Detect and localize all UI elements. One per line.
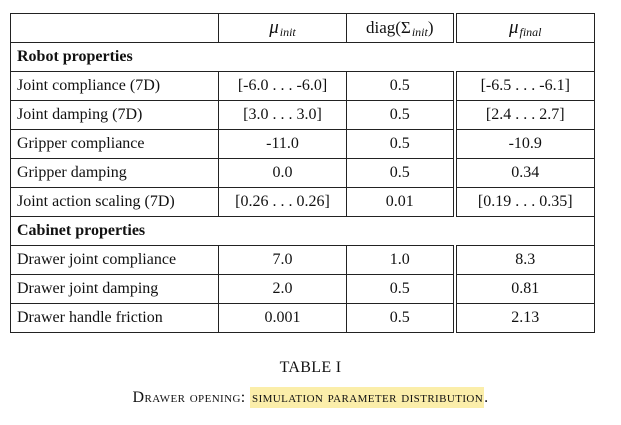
section-title: Robot properties — [10, 42, 595, 72]
table-row: Joint damping (7D) [3.0 . . . 3.0] 0.5 [… — [10, 100, 595, 130]
param-init: 7.0 — [218, 245, 347, 275]
param-name: Joint action scaling (7D) — [10, 187, 219, 217]
table-row: Drawer joint damping 2.0 0.5 0.81 — [10, 274, 595, 304]
param-name: Drawer joint compliance — [10, 245, 219, 275]
param-final: 0.81 — [452, 274, 595, 304]
param-name: Gripper compliance — [10, 129, 219, 159]
param-name: Drawer handle friction — [10, 303, 219, 333]
table-row: Drawer handle friction 0.001 0.5 2.13 — [10, 303, 595, 333]
table-row: Drawer joint compliance 7.0 1.0 8.3 — [10, 245, 595, 275]
param-init: [-6.0 . . . -6.0] — [218, 71, 347, 101]
table-number: TABLE I — [279, 359, 342, 376]
caption-suffix: . — [484, 389, 489, 406]
section-row-robot-properties: Robot properties — [10, 42, 595, 72]
param-diag: 0.5 — [346, 129, 455, 159]
param-diag: 0.01 — [346, 187, 455, 217]
header-mu-init-symbol: μ — [269, 17, 279, 38]
param-init: 0.001 — [218, 303, 347, 333]
param-final: [-6.5 . . . -6.1] — [452, 71, 595, 101]
param-init: -11.0 — [218, 129, 347, 159]
table-caption: Drawer opening: simulation parameter dis… — [0, 387, 621, 408]
header-mu-final-symbol: μ — [508, 17, 519, 38]
table-row: Joint action scaling (7D) [0.26 . . . 0.… — [10, 187, 595, 217]
header-mu-init: μinit — [218, 13, 347, 43]
table-row: Joint compliance (7D) [-6.0 . . . -6.0] … — [10, 71, 595, 101]
param-init: 0.0 — [218, 158, 347, 188]
param-diag: 0.5 — [346, 303, 455, 333]
caption-prefix: Drawer opening: — [132, 389, 246, 406]
header-mu-init-subscript: init — [279, 25, 296, 39]
header-sigma-symbol: Σ — [400, 17, 411, 37]
parameter-table-container: μinit diag(Σinit) μfinal Robot propertie… — [10, 13, 595, 333]
param-init: 2.0 — [218, 274, 347, 304]
header-diag-sigma: diag(Σinit) — [346, 13, 455, 43]
header-diag-suffix: ) — [427, 17, 434, 37]
param-name: Joint compliance (7D) — [10, 71, 219, 101]
param-final: 8.3 — [452, 245, 595, 275]
table-header-row: μinit diag(Σinit) μfinal — [10, 13, 595, 43]
header-sigma-subscript: init — [411, 24, 428, 39]
param-final: -10.9 — [452, 129, 595, 159]
header-mu-final: μfinal — [452, 13, 595, 43]
param-diag: 0.5 — [346, 158, 455, 188]
param-final: 0.34 — [452, 158, 595, 188]
header-param — [10, 13, 219, 43]
parameter-table: μinit diag(Σinit) μfinal Robot propertie… — [10, 13, 595, 333]
section-row-cabinet-properties: Cabinet properties — [10, 216, 595, 246]
param-init: [3.0 . . . 3.0] — [218, 100, 347, 130]
param-final: [0.19 . . . 0.35] — [452, 187, 595, 217]
header-diag-prefix: diag( — [365, 17, 401, 37]
param-final: 2.13 — [452, 303, 595, 333]
param-name: Drawer joint damping — [10, 274, 219, 304]
table-row: Gripper compliance -11.0 0.5 -10.9 — [10, 129, 595, 159]
param-diag: 1.0 — [346, 245, 455, 275]
section-title: Cabinet properties — [10, 216, 595, 246]
header-mu-final-subscript: final — [519, 25, 542, 39]
param-diag: 0.5 — [346, 274, 455, 304]
param-init: [0.26 . . . 0.26] — [218, 187, 347, 217]
param-final: [2.4 . . . 2.7] — [452, 100, 595, 130]
param-name: Gripper damping — [10, 158, 219, 188]
table-row: Gripper damping 0.0 0.5 0.34 — [10, 158, 595, 188]
param-name: Joint damping (7D) — [10, 100, 219, 130]
caption-highlighted-text: simulation parameter distribution — [250, 387, 485, 408]
param-diag: 0.5 — [346, 71, 455, 101]
param-diag: 0.5 — [346, 100, 455, 130]
